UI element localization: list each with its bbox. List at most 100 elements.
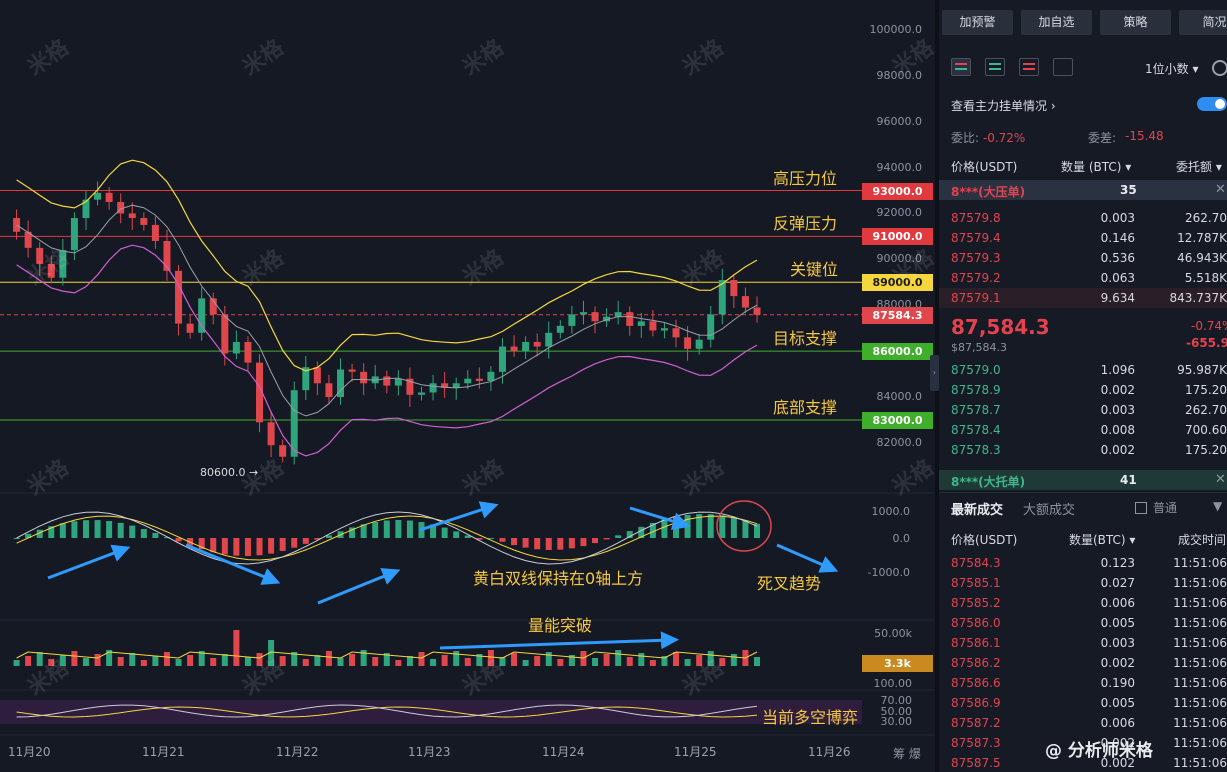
chart-area[interactable]: 100000.0 98000.0 96000.0 94000.0 92000.0 9000… (0, 0, 939, 772)
close-icon[interactable]: ✕ (1215, 472, 1226, 487)
trade-row[interactable]: 87586.1 0.003 11:51:06 (939, 633, 1227, 653)
macd-dif-line (16, 511, 758, 565)
row-price: 87586.9 (951, 696, 1001, 710)
panel-button-row: 加预警 加自选 策略 简况 (942, 10, 1227, 35)
rsi-axis-label: 30.00 (880, 715, 913, 728)
ask-row[interactable]: 87579.4 0.146 12.787K (939, 228, 1227, 248)
big-ask-row[interactable]: 8***(大压单) 35 ✕ (939, 180, 1227, 200)
candle-body (475, 378, 483, 381)
strategy-button[interactable]: 策略 (1100, 10, 1171, 35)
candle-body (498, 346, 506, 372)
filter-icon[interactable]: ▼ (1213, 499, 1223, 513)
col-total[interactable]: 委托额 ▾ (1176, 160, 1222, 174)
trade-row[interactable]: 87586.9 0.005 11:51:06 (939, 693, 1227, 713)
macd-bar (453, 531, 460, 538)
volume-bar (71, 651, 78, 666)
macd-bar (487, 537, 494, 539)
col-trade-qty[interactable]: 数量(BTC) ▾ (1069, 533, 1136, 547)
row-qty: 0.190 (1100, 676, 1135, 690)
diff-label: 委差: (1088, 131, 1117, 145)
candle-body (707, 314, 715, 340)
normal-checkbox[interactable] (1135, 502, 1147, 514)
add-alert-button[interactable]: 加预警 (942, 10, 1013, 35)
big-ask-label: 8***(大压单) (951, 185, 1026, 199)
big-ask-qty: 35 (1120, 183, 1137, 197)
macd-bar (325, 535, 332, 538)
row-price: 87579.3 (951, 251, 1001, 265)
trade-row[interactable]: 87586.6 0.190 11:51:06 (939, 673, 1227, 693)
ask-row[interactable]: 87579.1 9.634 843.737K (939, 288, 1227, 308)
rsi-line (16, 706, 758, 718)
row-price: 87578.4 (951, 423, 1001, 437)
volume-bar (707, 651, 714, 666)
big-bid-row[interactable]: 8***(大托单) 41 ✕ (939, 470, 1227, 490)
trade-row[interactable]: 87587.2 0.006 11:51:06 (939, 713, 1227, 733)
trend-arrow (776, 543, 839, 573)
middle-band (16, 204, 758, 417)
bid-row[interactable]: 87579.0 1.096 95.987K (939, 360, 1227, 380)
trade-row[interactable]: 87585.2 0.006 11:51:06 (939, 593, 1227, 613)
candle-body (128, 213, 136, 219)
macd-bar (441, 527, 448, 538)
volume-bar (244, 657, 251, 666)
bid-row[interactable]: 87578.9 0.002 175.20 (939, 380, 1227, 400)
tab-large-trades[interactable]: 大额成交 (1023, 503, 1076, 518)
watch-main-orders-link[interactable]: 查看主力挂单情况 › (951, 99, 1056, 113)
volume-bar (626, 657, 633, 666)
volume-bar (534, 656, 541, 666)
macd-bar (94, 520, 101, 538)
macd-bar (291, 538, 298, 548)
volume-bar (198, 651, 205, 666)
overview-button[interactable]: 简况 (1179, 10, 1227, 35)
candle-body (70, 218, 78, 251)
trade-row[interactable]: 87585.1 0.027 11:51:06 (939, 573, 1227, 593)
ask-row[interactable]: 87579.3 0.536 46.943K (939, 248, 1227, 268)
asks-only-icon[interactable] (1019, 58, 1039, 76)
trade-row[interactable]: 87586.0 0.005 11:51:06 (939, 613, 1227, 633)
candle-body (637, 321, 645, 326)
macd-bar (302, 538, 309, 544)
depth-view-icon[interactable] (1053, 58, 1073, 76)
candle-body (441, 383, 449, 388)
macd-dea-line (16, 515, 758, 561)
both-sides-icon[interactable] (951, 58, 971, 76)
macd-bar (25, 533, 32, 538)
price-axis-label: 90000.0 (876, 252, 923, 266)
low-price-marker: 80600.0 → (200, 466, 259, 479)
bid-row[interactable]: 87578.4 0.008 700.60 (939, 420, 1227, 440)
tab-latest-trades[interactable]: 最新成交 (951, 503, 1004, 518)
price-axis-label: 92000.0 (876, 206, 923, 220)
candle-body (394, 378, 402, 386)
row-value: 11:51:06 (1173, 676, 1227, 690)
trade-row[interactable]: 87586.2 0.002 11:51:06 (939, 653, 1227, 673)
col-qty[interactable]: 数量 (BTC) ▾ (1061, 160, 1132, 174)
level-label: 反弹压力 (773, 214, 838, 234)
trade-row[interactable]: 87584.3 0.123 11:51:06 (939, 553, 1227, 573)
trade-row[interactable]: 87587.3 0.002 11:51:06 (939, 733, 1227, 753)
close-icon[interactable]: ✕ (1215, 182, 1226, 197)
add-favorite-button[interactable]: 加自选 (1021, 10, 1092, 35)
normal-label: 普通 (1153, 501, 1178, 515)
bid-row[interactable]: 87578.7 0.003 262.70 (939, 400, 1227, 420)
corner-buttons[interactable]: 筹 爆 (893, 747, 921, 761)
price-chart[interactable] (0, 0, 935, 772)
row-price: 87587.2 (951, 716, 1001, 730)
macd-bar (244, 538, 251, 556)
macd-axis-label: -1000.0 (867, 566, 910, 579)
row-value: 11:51:06 (1173, 556, 1227, 570)
collapse-panel-button[interactable]: › (930, 355, 939, 391)
ask-row[interactable]: 87579.2 0.063 5.518K (939, 268, 1227, 288)
bids-only-icon[interactable] (985, 58, 1005, 76)
bid-row[interactable]: 87578.3 0.002 175.20 (939, 440, 1227, 460)
trade-row[interactable]: 87587.5 0.002 11:51:06 (939, 753, 1227, 772)
ask-row[interactable]: 87579.8 0.003 262.70 (939, 208, 1227, 228)
macd-bar (522, 538, 529, 548)
settings-icon[interactable] (1212, 60, 1227, 76)
main-orders-toggle[interactable] (1197, 97, 1227, 111)
candle-body (267, 422, 275, 446)
candle-body (209, 298, 217, 315)
volume-bar (406, 656, 413, 666)
row-qty: 0.005 (1100, 616, 1135, 630)
row-price: 87578.7 (951, 403, 1001, 417)
decimals-select[interactable]: 1位小数 ▾ (1145, 62, 1199, 76)
